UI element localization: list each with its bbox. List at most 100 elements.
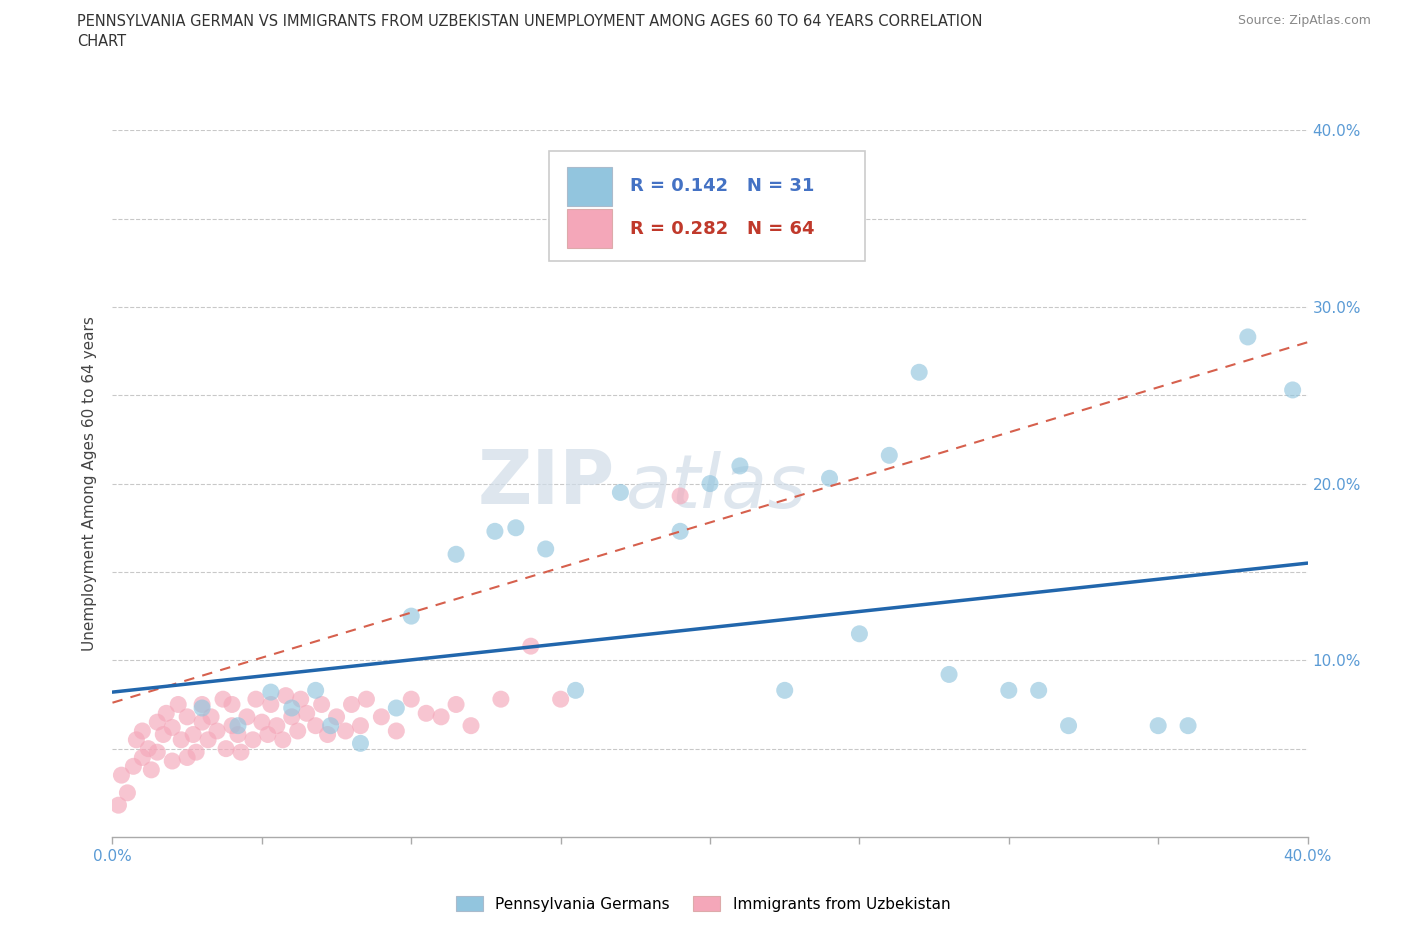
Point	[1281, 382, 1303, 397]
Point	[170, 733, 193, 748]
Text: CHART: CHART	[77, 34, 127, 49]
Point	[401, 692, 423, 707]
Point	[1028, 683, 1050, 698]
Point	[728, 458, 751, 473]
Point	[197, 733, 219, 748]
Point	[176, 750, 198, 764]
Point	[152, 727, 174, 742]
Point	[162, 753, 183, 768]
Point	[167, 698, 190, 712]
Point	[138, 741, 160, 756]
Point	[290, 692, 312, 707]
Point	[186, 745, 208, 760]
Point	[229, 745, 252, 760]
Point	[122, 759, 145, 774]
Point	[271, 733, 294, 748]
Text: atlas: atlas	[626, 451, 808, 524]
Point	[226, 718, 249, 733]
Point	[1237, 329, 1260, 344]
Point	[998, 683, 1021, 698]
Point	[370, 710, 392, 724]
Text: ZIP: ZIP	[477, 447, 614, 520]
Point	[191, 698, 214, 712]
Point	[908, 365, 931, 379]
Point	[191, 700, 214, 715]
Point	[212, 692, 235, 707]
Point	[205, 724, 228, 738]
Point	[274, 688, 297, 703]
Point	[146, 745, 169, 760]
Point	[316, 727, 339, 742]
Point	[131, 724, 153, 738]
Point	[1147, 718, 1170, 733]
Point	[773, 683, 796, 698]
Text: R = 0.282   N = 64: R = 0.282 N = 64	[630, 219, 814, 238]
Point	[242, 733, 264, 748]
Point	[489, 692, 512, 707]
Point	[110, 768, 132, 783]
Point	[564, 683, 586, 698]
Point	[505, 521, 527, 536]
Point	[430, 710, 453, 724]
Point	[191, 714, 214, 729]
Point	[349, 736, 371, 751]
Point	[304, 683, 326, 698]
Point	[250, 714, 273, 729]
Point	[215, 741, 238, 756]
FancyBboxPatch shape	[548, 152, 865, 261]
Y-axis label: Unemployment Among Ages 60 to 64 years: Unemployment Among Ages 60 to 64 years	[82, 316, 97, 651]
Point	[146, 714, 169, 729]
Point	[848, 627, 870, 642]
Legend: Pennsylvania Germans, Immigrants from Uzbekistan: Pennsylvania Germans, Immigrants from Uz…	[450, 890, 956, 918]
Point	[181, 727, 204, 742]
Point	[1057, 718, 1080, 733]
Point	[266, 718, 288, 733]
Point	[176, 710, 198, 724]
Point	[125, 733, 148, 748]
Text: Source: ZipAtlas.com: Source: ZipAtlas.com	[1237, 14, 1371, 27]
Point	[669, 524, 692, 538]
Point	[200, 710, 222, 724]
Point	[356, 692, 378, 707]
Point	[484, 524, 506, 538]
Point	[304, 718, 326, 733]
Point	[460, 718, 482, 733]
Point	[257, 727, 280, 742]
Point	[117, 785, 139, 800]
FancyBboxPatch shape	[567, 209, 612, 248]
Point	[141, 763, 163, 777]
FancyBboxPatch shape	[567, 167, 612, 206]
Point	[260, 698, 283, 712]
Point	[295, 706, 318, 721]
Point	[385, 724, 408, 738]
Point	[938, 667, 960, 682]
Point	[236, 710, 259, 724]
Point	[281, 710, 304, 724]
Text: R = 0.142   N = 31: R = 0.142 N = 31	[630, 178, 814, 195]
Point	[226, 727, 249, 742]
Point	[221, 698, 243, 712]
Point	[1177, 718, 1199, 733]
Text: PENNSYLVANIA GERMAN VS IMMIGRANTS FROM UZBEKISTAN UNEMPLOYMENT AMONG AGES 60 TO : PENNSYLVANIA GERMAN VS IMMIGRANTS FROM U…	[77, 14, 983, 29]
Point	[609, 485, 631, 500]
Point	[340, 698, 363, 712]
Point	[415, 706, 437, 721]
Point	[311, 698, 333, 712]
Point	[287, 724, 309, 738]
Point	[325, 710, 347, 724]
Point	[245, 692, 267, 707]
Point	[281, 700, 304, 715]
Point	[444, 547, 467, 562]
Point	[444, 698, 467, 712]
Point	[818, 471, 841, 485]
Point	[534, 541, 557, 556]
Point	[319, 718, 342, 733]
Point	[520, 639, 543, 654]
Point	[260, 684, 283, 699]
Point	[221, 718, 243, 733]
Point	[131, 750, 153, 764]
Point	[669, 488, 692, 503]
Point	[107, 798, 129, 813]
Point	[349, 718, 371, 733]
Point	[385, 700, 408, 715]
